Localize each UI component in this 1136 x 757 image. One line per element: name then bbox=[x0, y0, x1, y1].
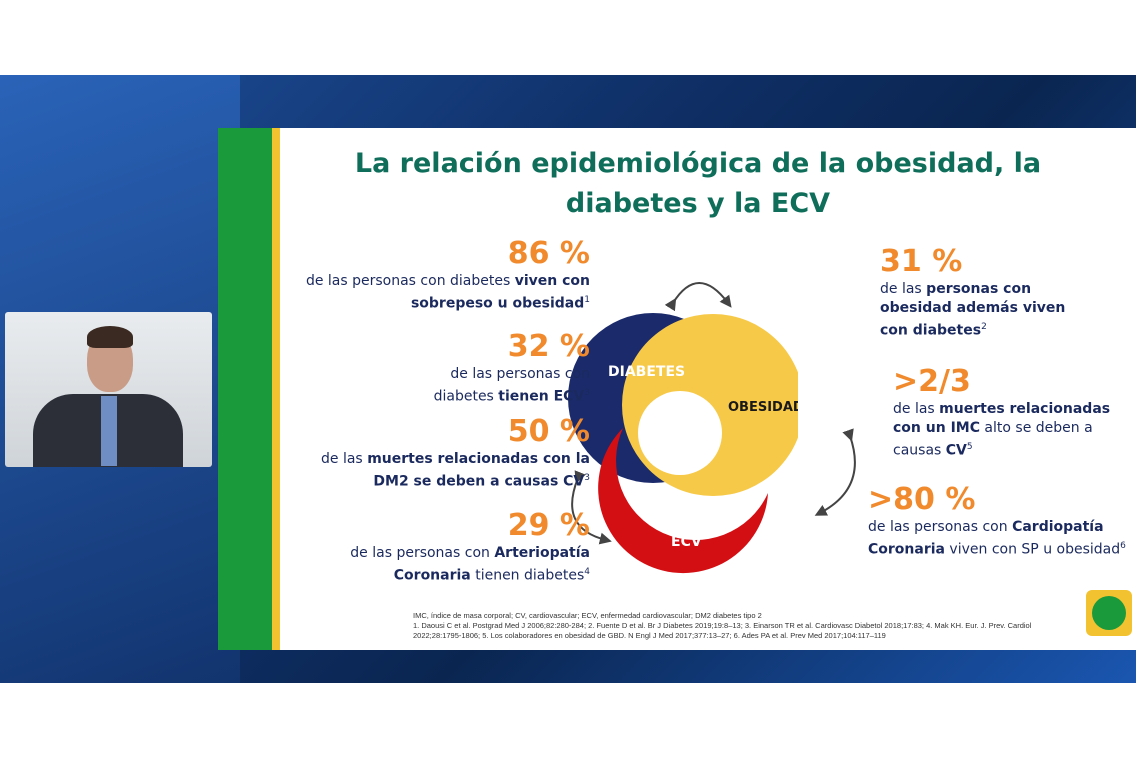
presenter-webcam-video bbox=[5, 312, 212, 467]
stat-31: 31 % de las personas con obesidad además … bbox=[880, 244, 1066, 339]
green-side-bar bbox=[218, 128, 272, 650]
footnote-references-1: 1. Daousi C et al. Postgrad Med J 2006;8… bbox=[413, 621, 1032, 630]
slide-title: La relación epidemiológica de la obesida… bbox=[354, 148, 1042, 219]
presenter-hair bbox=[87, 326, 133, 348]
arrow-diabetes-obesidad-icon bbox=[664, 282, 732, 312]
swirl-diagram: DIABETES OBESIDAD ECV bbox=[568, 282, 798, 574]
stat-2-3: >2/3 de las muertes relacionadas con un I… bbox=[893, 364, 1111, 459]
presenter-tie bbox=[101, 396, 117, 466]
stat-86: 86 % de las personas con diabetes viven c… bbox=[305, 236, 590, 312]
stat-32: 32 % de las personas con diabetes tienen … bbox=[433, 329, 590, 405]
center-hole bbox=[638, 391, 722, 475]
ecv-segment bbox=[598, 428, 768, 574]
obesidad-label: OBESIDAD bbox=[728, 400, 798, 415]
stat-50: 50 % de las muertes relacionadas con la D… bbox=[321, 414, 590, 490]
slide: La relación epidemiológica de la obesida… bbox=[218, 128, 1136, 650]
footnote-abbreviations: IMC, índice de masa corporal; CV, cardio… bbox=[413, 611, 762, 620]
diabetes-label: DIABETES bbox=[608, 364, 685, 380]
footnote-references-2: 2022;28:1795-1806; 5. Los colaboradores … bbox=[413, 631, 886, 640]
stat-29: 29 % de las personas con Arteriopatía Cor… bbox=[350, 508, 590, 584]
arrow-diabetes-ecv-icon bbox=[571, 470, 612, 545]
footnotes: IMC, índice de masa corporal; CV, cardio… bbox=[413, 611, 1031, 641]
stat-80: >80 % de las personas con Cardiopatía Cor… bbox=[868, 482, 1126, 558]
arrow-obesidad-ecv-icon bbox=[814, 428, 856, 516]
organization-logo bbox=[1086, 590, 1132, 636]
yellow-stripe bbox=[272, 128, 280, 650]
ecv-label: ECV bbox=[671, 534, 702, 550]
